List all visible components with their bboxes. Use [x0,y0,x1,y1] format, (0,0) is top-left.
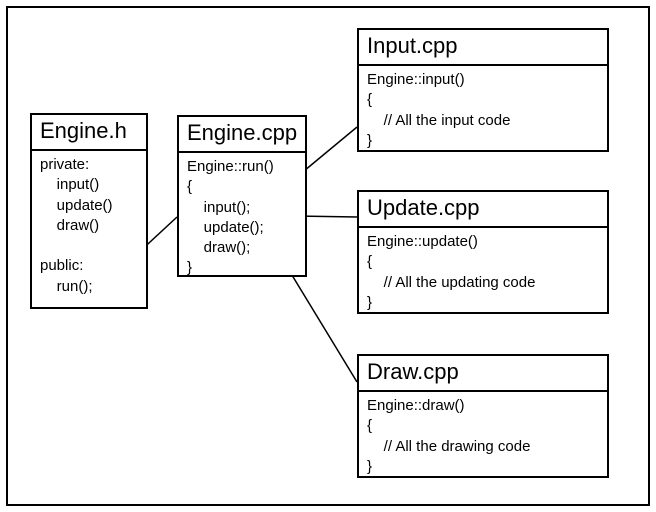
node-body: Engine::input() { // All the input code … [359,66,607,157]
node-draw-cpp: Draw.cpp Engine::draw() { // All the dra… [357,354,609,478]
diagram-canvas: Engine.h private: input() update() draw(… [0,0,656,512]
node-engine-cpp: Engine.cpp Engine::run() { input(); upda… [177,115,307,277]
node-body: Engine::draw() { // All the drawing code… [359,392,607,483]
node-input-cpp: Input.cpp Engine::input() { // All the i… [357,28,609,152]
node-body: Engine::update() { // All the updating c… [359,228,607,319]
node-title: Engine.h [32,115,146,151]
node-title: Draw.cpp [359,356,607,392]
node-update-cpp: Update.cpp Engine::update() { // All the… [357,190,609,314]
node-title: Input.cpp [359,30,607,66]
node-title: Update.cpp [359,192,607,228]
node-body: Engine::run() { input(); update(); draw(… [179,153,305,285]
node-engine-h: Engine.h private: input() update() draw(… [30,113,148,309]
node-body: private: input() update() draw() public:… [32,151,146,303]
node-title: Engine.cpp [179,117,305,153]
